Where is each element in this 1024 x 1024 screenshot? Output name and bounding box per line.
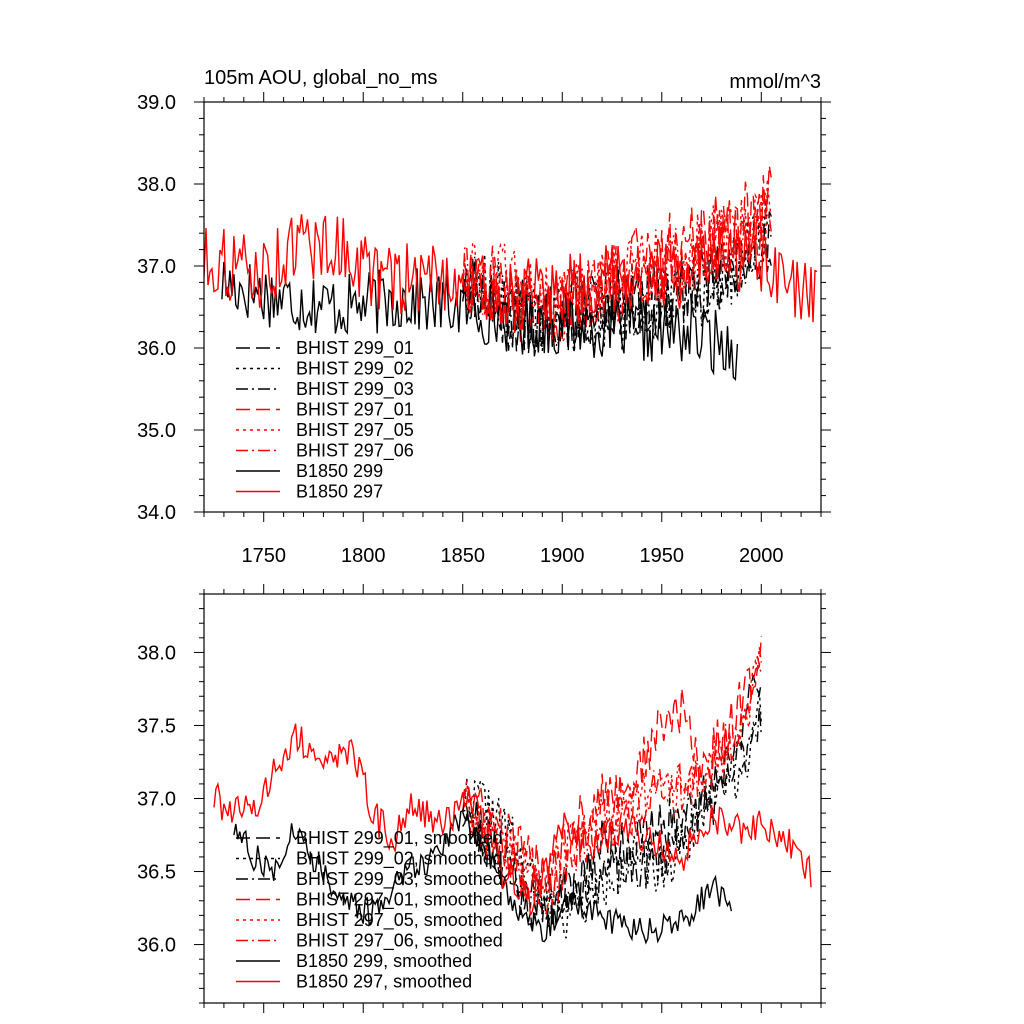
x-tick-label: 1850: [440, 545, 485, 567]
series-line-1: [462, 690, 762, 939]
x-tick-label: 1800: [341, 545, 386, 567]
y-tick-label: 34.0: [137, 502, 176, 524]
series-group: [204, 165, 818, 382]
legend-label: BHIST 297_01: [296, 400, 414, 421]
x-tick-label: 1950: [640, 545, 685, 567]
legend-label: BHIST 299_01: [296, 338, 414, 359]
y-tick-label: 37.0: [137, 789, 176, 811]
series-line-2: [462, 706, 762, 924]
y-tick-label: 36.5: [137, 862, 176, 884]
y-tick-label: 35.0: [137, 420, 176, 442]
legend-label: BHIST 299_03, smoothed: [296, 869, 503, 890]
y-tick-label: 36.0: [137, 338, 176, 360]
legend-label: BHIST 297_01, smoothed: [296, 890, 503, 911]
series-line-7: [204, 214, 818, 334]
bottom-panel: 36.0 36.5 37.0 37.5 38.0 BHIST 299_01, smooth…: [137, 584, 831, 1013]
legend-label: B1850 299: [296, 461, 383, 481]
legend-label: BHIST 299_02, smoothed: [296, 849, 503, 870]
legend-label: B1850 297: [296, 482, 383, 502]
units-label: mmol/m^3: [729, 71, 821, 93]
series-line-7: [213, 723, 812, 916]
series-line-6: [233, 801, 733, 945]
x-tick-label: 2000: [739, 545, 784, 567]
top-panel: 105m AOU, global_no_ms mmol/m^3 1750 1800 18…: [137, 67, 831, 567]
legend-label: BHIST 297_05, smoothed: [296, 910, 503, 931]
y-tick-label: 37.5: [137, 715, 176, 737]
legend-label: BHIST 299_02: [296, 359, 414, 380]
series-group: [213, 635, 812, 945]
y-tick-label: 38.0: [137, 174, 176, 196]
y-tick-label: 36.0: [137, 935, 176, 957]
legend-label: BHIST 297_05: [296, 420, 414, 441]
series-line-6: [221, 261, 739, 382]
legend-label: BHIST 297_06, smoothed: [296, 931, 503, 952]
chart-title: 105m AOU, global_no_ms: [204, 67, 437, 89]
y-tick-label: 37.0: [137, 256, 176, 278]
legend-label: BHIST 297_06: [296, 441, 414, 462]
x-tick-label: 1750: [241, 545, 286, 567]
series-line-5: [462, 656, 762, 915]
series-line-3: [462, 635, 762, 892]
legend-label: B1850 299, smoothed: [296, 951, 472, 971]
legend-label: B1850 297, smoothed: [296, 972, 472, 992]
y-tick-label: 39.0: [137, 92, 176, 114]
legend-label: BHIST 299_03: [296, 379, 414, 400]
series-line-5: [462, 191, 772, 345]
plot-frame: [203, 101, 822, 513]
legend-label: BHIST 299_01, smoothed: [296, 828, 503, 849]
x-tick-label: 1900: [540, 545, 585, 567]
y-tick-label: 38.0: [137, 642, 176, 664]
